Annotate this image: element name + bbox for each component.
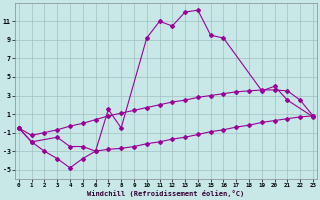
X-axis label: Windchill (Refroidissement éolien,°C): Windchill (Refroidissement éolien,°C): [87, 190, 244, 197]
